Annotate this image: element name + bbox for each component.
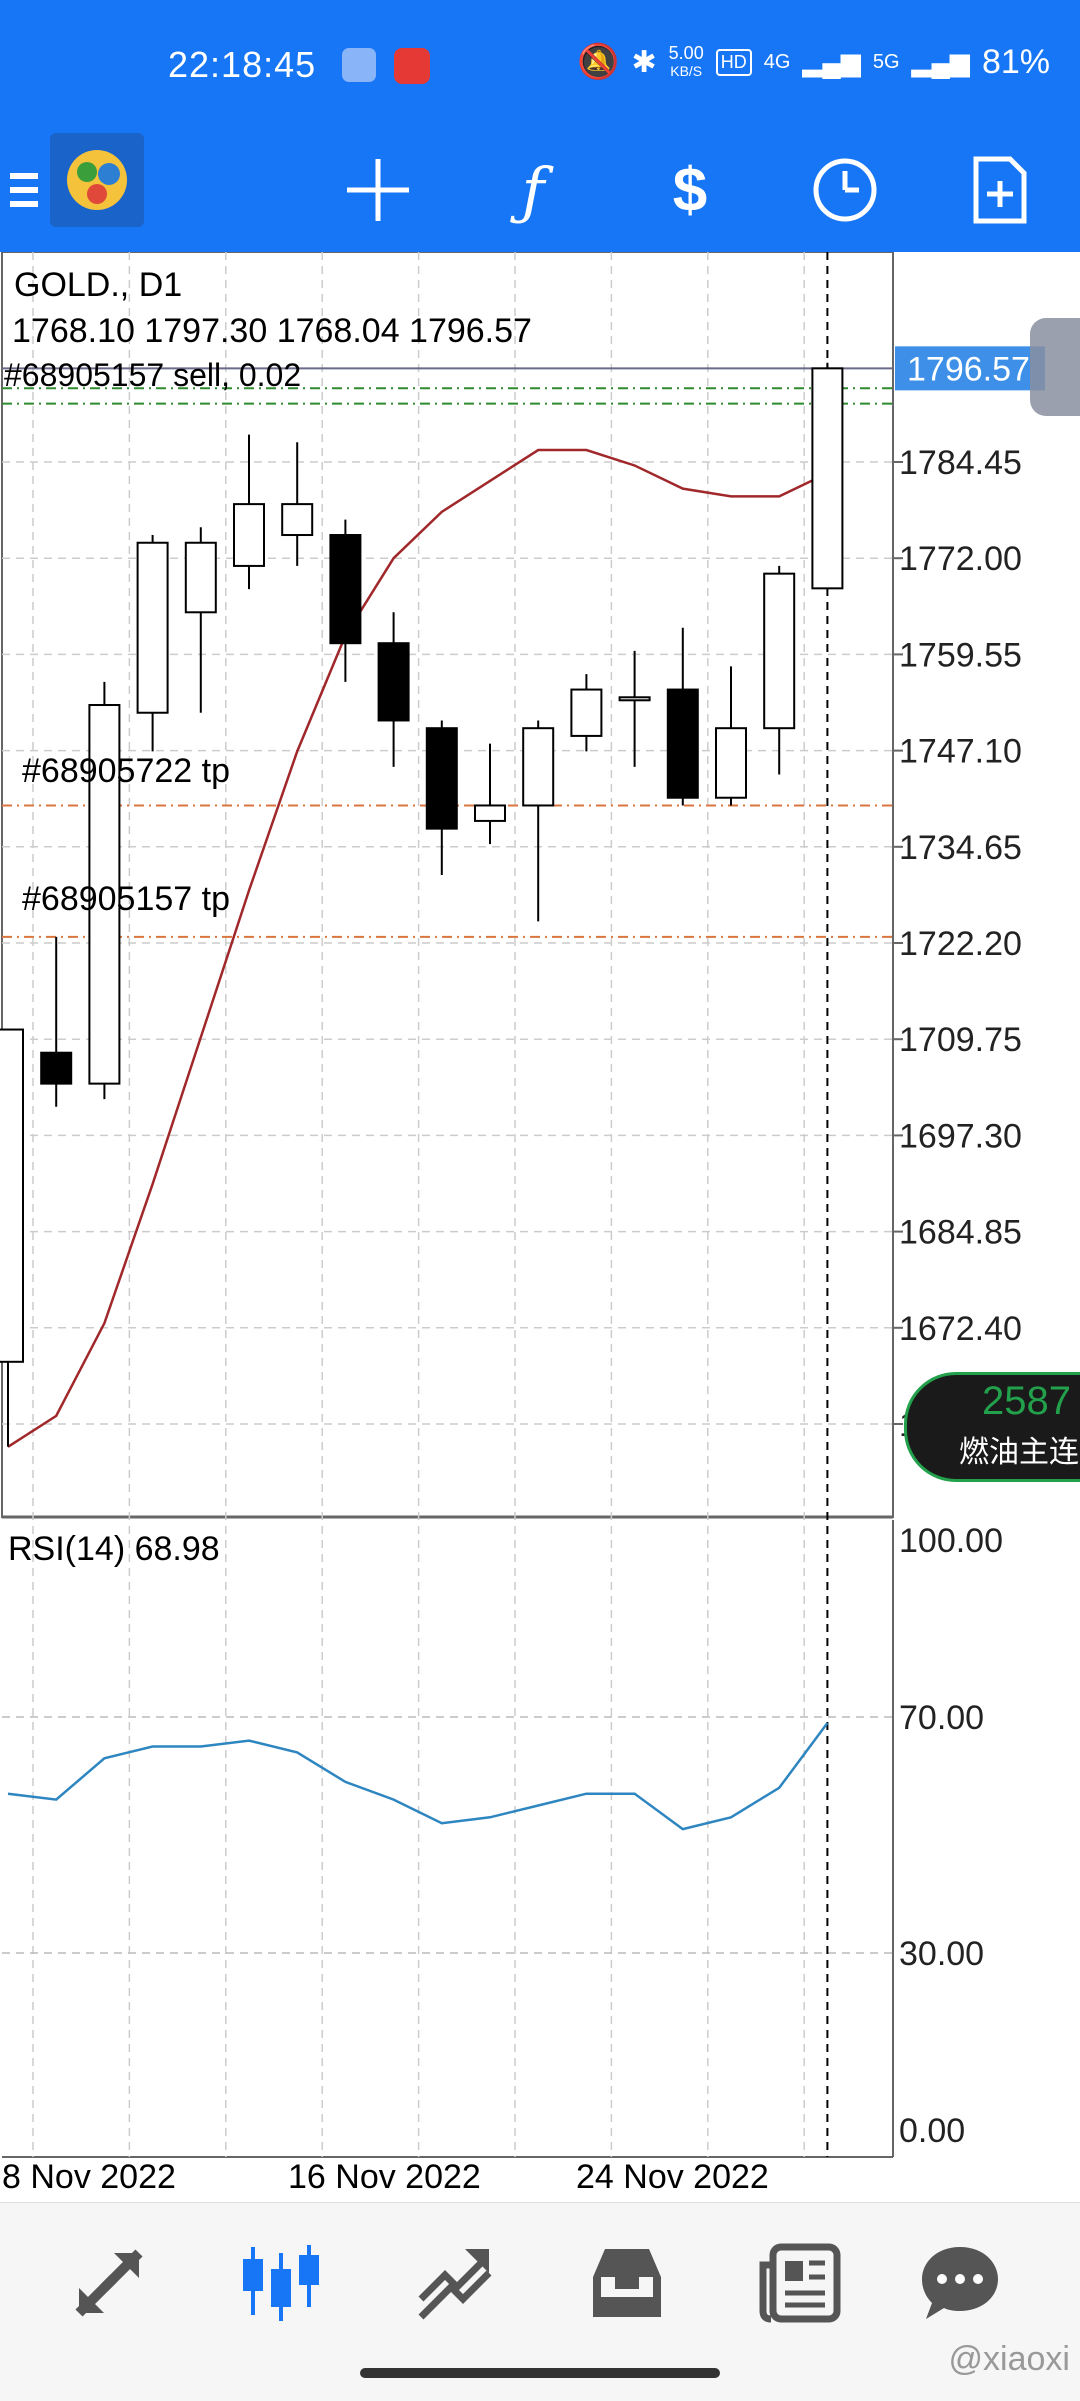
trade-nav-icon[interactable] [410, 2238, 500, 2328]
history-icon[interactable] [582, 2238, 672, 2328]
mute-icon: 🔕 [577, 43, 620, 81]
quotes-icon[interactable] [64, 2238, 154, 2328]
chat-icon[interactable] [915, 2238, 1005, 2328]
candle-body [425, 727, 458, 830]
candle-body [136, 541, 169, 714]
net-speed: 5.00 KB/S [668, 43, 704, 79]
tp-label-1: #68905722 tp [22, 752, 230, 790]
candles [0, 362, 844, 1447]
app-icon-red [394, 48, 430, 84]
widget-value: 2587 [982, 1379, 1071, 1423]
clock: 22:18:45 [168, 44, 317, 85]
home-indicator[interactable] [360, 2368, 720, 2378]
candle-body [329, 534, 362, 645]
top-toolbar [0, 130, 1080, 252]
bluetooth-icon: ✱ [631, 45, 657, 79]
signal-5g: 5G [872, 50, 900, 73]
ohlc-label: 1768.10 1797.30 1768.04 1796.57 [12, 312, 532, 350]
price-tick-label: 1709.75 [899, 1021, 1022, 1059]
candle-body [233, 503, 265, 567]
rsi-label: RSI(14) 68.98 [8, 1530, 220, 1568]
app-logo[interactable] [50, 133, 144, 227]
candle-body [40, 1051, 73, 1085]
stocks-app-icon [342, 48, 376, 82]
candle-body [763, 572, 796, 730]
price-tick-label: 1672.40 [899, 1310, 1022, 1348]
new-order-icon[interactable] [955, 145, 1045, 235]
rsi-tick-label: 30.00 [899, 1935, 984, 1973]
candle-body [522, 727, 555, 807]
widget-name: 燃油主连 [959, 1436, 1079, 1469]
tp-label-2: #68905157 tp [22, 880, 230, 918]
price-tick-label: 1747.10 [899, 733, 1022, 771]
candle-body [377, 642, 410, 722]
rsi-tick-label: 70.00 [899, 1699, 984, 1737]
chart-area[interactable]: 1784.45 1772.00 1759.55 1747.10 1734.65 1722.… [0, 251, 1080, 2202]
price-tick-label: 1722.20 [899, 925, 1022, 963]
battery-level: 81% [981, 42, 1050, 81]
floating-quote-widget[interactable]: 2587 燃油主连 [904, 1372, 1080, 1482]
price-tick-label: 1734.65 [899, 829, 1022, 867]
symbol-label: GOLD., D1 [14, 266, 182, 304]
moving-average [7, 448, 828, 1448]
order-label: #68905157 sell, 0.02 [4, 357, 301, 393]
candle-body [666, 688, 699, 799]
hd-badge: HD [715, 48, 752, 76]
signal-bars-icon-2: ▂▄▆ [911, 46, 970, 77]
timeframe-icon[interactable] [800, 145, 890, 235]
rsi-tick-label: 0.00 [899, 2112, 965, 2150]
price-tick-label: 1772.00 [899, 540, 1022, 578]
rsi-indicator [7, 1722, 829, 1831]
chart-icon[interactable] [236, 2238, 326, 2328]
candle-body [474, 804, 506, 822]
candle-body [0, 1028, 24, 1363]
date-label: 8 Nov 2022 [2, 2158, 176, 2196]
ma-line [7, 448, 828, 1448]
price-tick-label: 1684.85 [899, 1214, 1022, 1252]
trade-icon[interactable]: $ [672, 155, 708, 225]
menu-icon[interactable] [0, 145, 70, 235]
candle-body [184, 541, 217, 614]
candle-body [88, 704, 121, 1085]
candle-body [715, 727, 747, 799]
candle-body [618, 696, 651, 702]
crosshair-icon[interactable] [333, 145, 423, 235]
order-levels [2, 252, 893, 2157]
price-tick-label: 1784.45 [899, 444, 1022, 482]
status-icons: 🔕 ✱ 5.00 KB/S HD 4G ▂▄▆ 5G ▂▄▆ 81% [577, 42, 1050, 82]
current-price-text: 1796.57 [907, 350, 1030, 388]
price-chart[interactable]: 1784.45 1772.00 1759.55 1747.10 1734.65 1722.… [0, 251, 1080, 2202]
status-bar: 22:18:45 🔕 ✱ 5.00 KB/S HD 4G ▂▄▆ 5G ▂▄▆ … [0, 0, 1080, 130]
candle-body [811, 367, 844, 590]
current-price-tag [895, 346, 1045, 391]
date-label: 24 Nov 2022 [576, 2158, 769, 2196]
signal-4g: 4G [763, 50, 791, 73]
bottom-nav [0, 2202, 1080, 2401]
price-tick-label: 1697.30 [899, 1117, 1022, 1155]
candle-body [570, 688, 603, 737]
rsi-tick-label: 100.00 [899, 1522, 1003, 1560]
axis-labels: 1784.45 1772.00 1759.55 1747.10 1734.65 1722.… [2, 266, 1045, 2196]
watermark: @xiaoxi [948, 2340, 1070, 2378]
candle-body [281, 503, 314, 537]
chart-grid [1, 251, 903, 2158]
indicators-icon[interactable]: ƒ [521, 153, 545, 227]
news-icon[interactable] [756, 2238, 846, 2328]
signal-bars-icon: ▂▄▆ [802, 46, 861, 77]
rsi-line [7, 1722, 829, 1831]
date-label: 16 Nov 2022 [288, 2158, 481, 2196]
price-tick-label: 1759.55 [899, 636, 1022, 674]
side-tool-button[interactable] [1030, 318, 1080, 416]
